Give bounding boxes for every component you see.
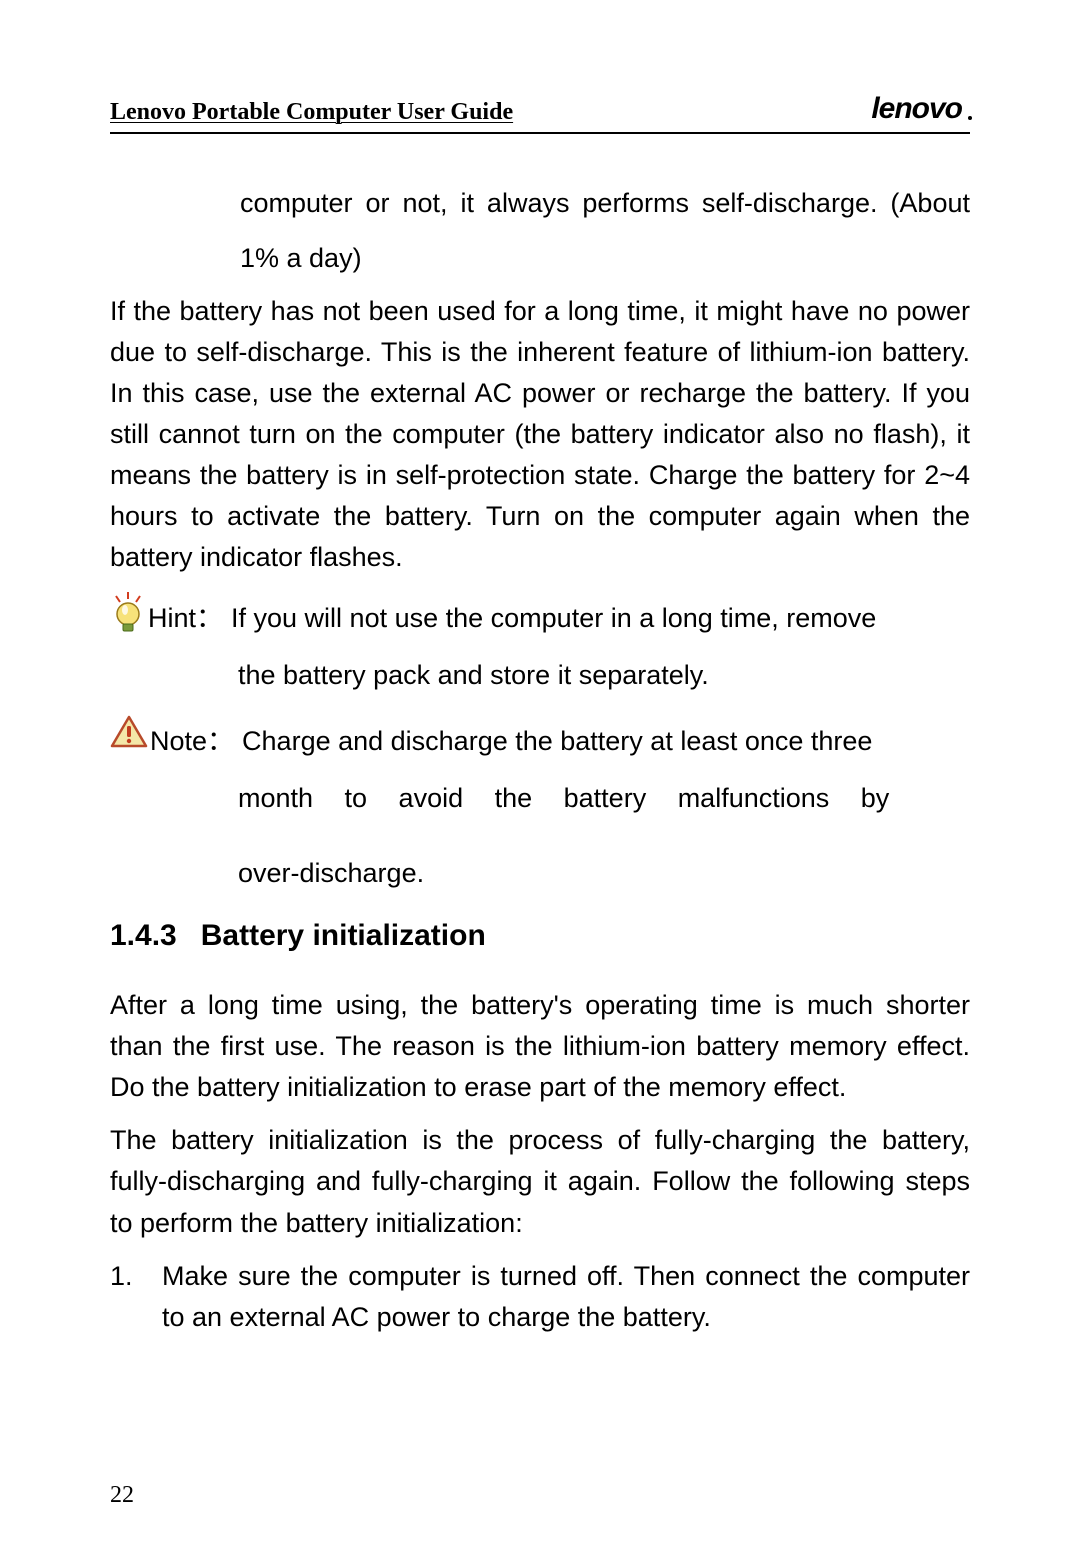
- continuation-paragraph: computer or not, it always performs self…: [240, 176, 970, 287]
- lenovo-logo: lenovo: [871, 92, 970, 126]
- hint-text-line2: the battery pack and store it separately…: [238, 647, 970, 704]
- battery-memory-paragraph: After a long time using, the battery's o…: [110, 985, 970, 1108]
- warning-icon: [110, 715, 148, 754]
- step-number: 1.: [110, 1256, 162, 1338]
- hint-block: Hint： If you will not use the computer i…: [110, 590, 970, 647]
- note-block: Note： Charge and discharge the battery a…: [110, 713, 970, 770]
- hint-text-line1: If you will not use the computer in a lo…: [231, 590, 876, 647]
- step-1: 1. Make sure the computer is turned off.…: [110, 1256, 970, 1338]
- page-number: 22: [110, 1482, 134, 1509]
- note-text-line1: Charge and discharge the battery at leas…: [242, 713, 970, 770]
- section-heading: 1.4.3 Battery initialization: [110, 919, 970, 953]
- header-title: Lenovo Portable Computer User Guide: [110, 99, 513, 126]
- step-text: Make sure the computer is turned off. Th…: [162, 1256, 970, 1338]
- note-text-line2: month to avoid the battery malfunctions …: [238, 770, 970, 827]
- section-number: 1.4.3: [110, 919, 177, 952]
- battery-self-discharge-paragraph: If the battery has not been used for a l…: [110, 291, 970, 578]
- lightbulb-icon: [110, 592, 146, 639]
- note-label: Note：: [150, 713, 234, 770]
- battery-init-intro-paragraph: The battery initialization is the proces…: [110, 1120, 970, 1243]
- section-title: Battery initialization: [201, 919, 486, 952]
- page-header: Lenovo Portable Computer User Guide leno…: [110, 92, 970, 134]
- note-text-line3: over-discharge.: [238, 845, 970, 902]
- hint-label: Hint：: [148, 590, 223, 647]
